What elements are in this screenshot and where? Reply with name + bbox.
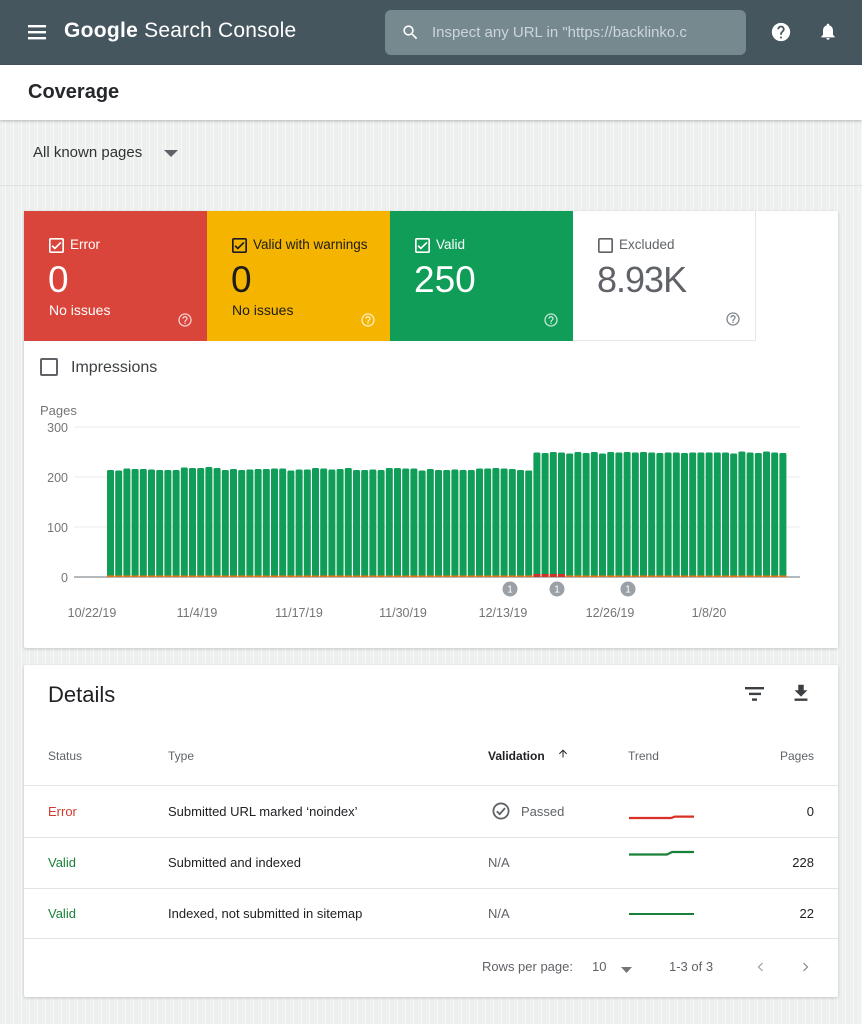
svg-text:1/8/20: 1/8/20 xyxy=(692,606,727,620)
svg-text:100: 100 xyxy=(47,521,68,535)
svg-text:12/13/19: 12/13/19 xyxy=(479,606,528,620)
svg-text:11/4/19: 11/4/19 xyxy=(177,606,218,620)
svg-text:1: 1 xyxy=(554,585,560,596)
svg-text:1: 1 xyxy=(625,585,631,596)
svg-text:12/26/19: 12/26/19 xyxy=(586,606,635,620)
svg-text:11/17/19: 11/17/19 xyxy=(275,606,323,620)
svg-text:1: 1 xyxy=(507,585,513,596)
svg-text:0: 0 xyxy=(61,571,68,585)
svg-text:Pages: Pages xyxy=(40,403,77,418)
svg-text:200: 200 xyxy=(47,471,68,485)
svg-text:10/22/19: 10/22/19 xyxy=(68,606,117,620)
svg-text:11/30/19: 11/30/19 xyxy=(379,606,427,620)
svg-text:300: 300 xyxy=(47,421,68,435)
